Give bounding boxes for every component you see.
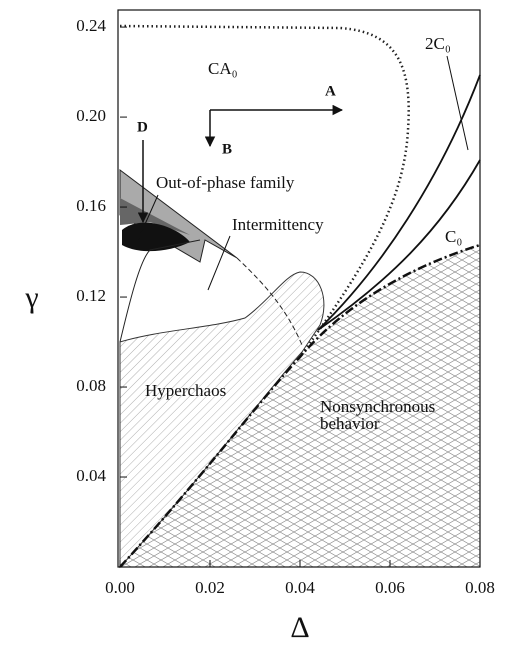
out-of-phase-dark <box>120 198 190 235</box>
annotation: 2C₀ <box>425 34 451 53</box>
2c0-pointer <box>446 55 469 151</box>
y-tick-label: 0.08 <box>76 376 106 395</box>
annotation: Intermittency <box>232 215 324 234</box>
x-tick-label: 0.06 <box>375 578 405 597</box>
x-tick-label: 0.04 <box>285 578 315 597</box>
x-axis-label: Δ <box>290 611 309 644</box>
c0-boundary <box>119 243 481 568</box>
annotation: CA₀ <box>208 59 238 78</box>
annotation: Nonsynchronous <box>320 397 435 416</box>
annotation: Hyperchaos <box>145 381 226 400</box>
dashed-boundary <box>236 257 303 346</box>
plot-area <box>117 9 481 569</box>
annotation: A <box>325 83 336 99</box>
plot-frame <box>117 9 481 568</box>
y-tick-label: 0.04 <box>76 466 106 485</box>
2c0-boundary-upper <box>317 74 481 331</box>
annotation: C₀ <box>445 227 462 246</box>
x-tick-label: 0.00 <box>105 578 135 597</box>
2c0-boundary-lower <box>317 159 481 331</box>
x-tick-label: 0.02 <box>195 578 225 597</box>
out-of-phase-black <box>122 222 190 252</box>
y-tick-label: 0.16 <box>76 196 106 215</box>
y-tick-label: 0.24 <box>76 16 106 35</box>
annotation: D <box>137 119 148 135</box>
y-tick-label: 0.20 <box>76 106 106 125</box>
y-axis-label: γ <box>24 281 38 314</box>
nonsynchronous-region <box>120 245 480 567</box>
x-tick-label: 0.08 <box>465 578 495 597</box>
annotation: behavior <box>320 414 380 433</box>
annotation: Out-of-phase family <box>156 173 295 192</box>
annotation: B <box>222 141 232 157</box>
intermittency-boundary <box>119 239 201 343</box>
intermittency-pointer <box>207 235 231 291</box>
y-tick-label: 0.12 <box>76 286 106 305</box>
